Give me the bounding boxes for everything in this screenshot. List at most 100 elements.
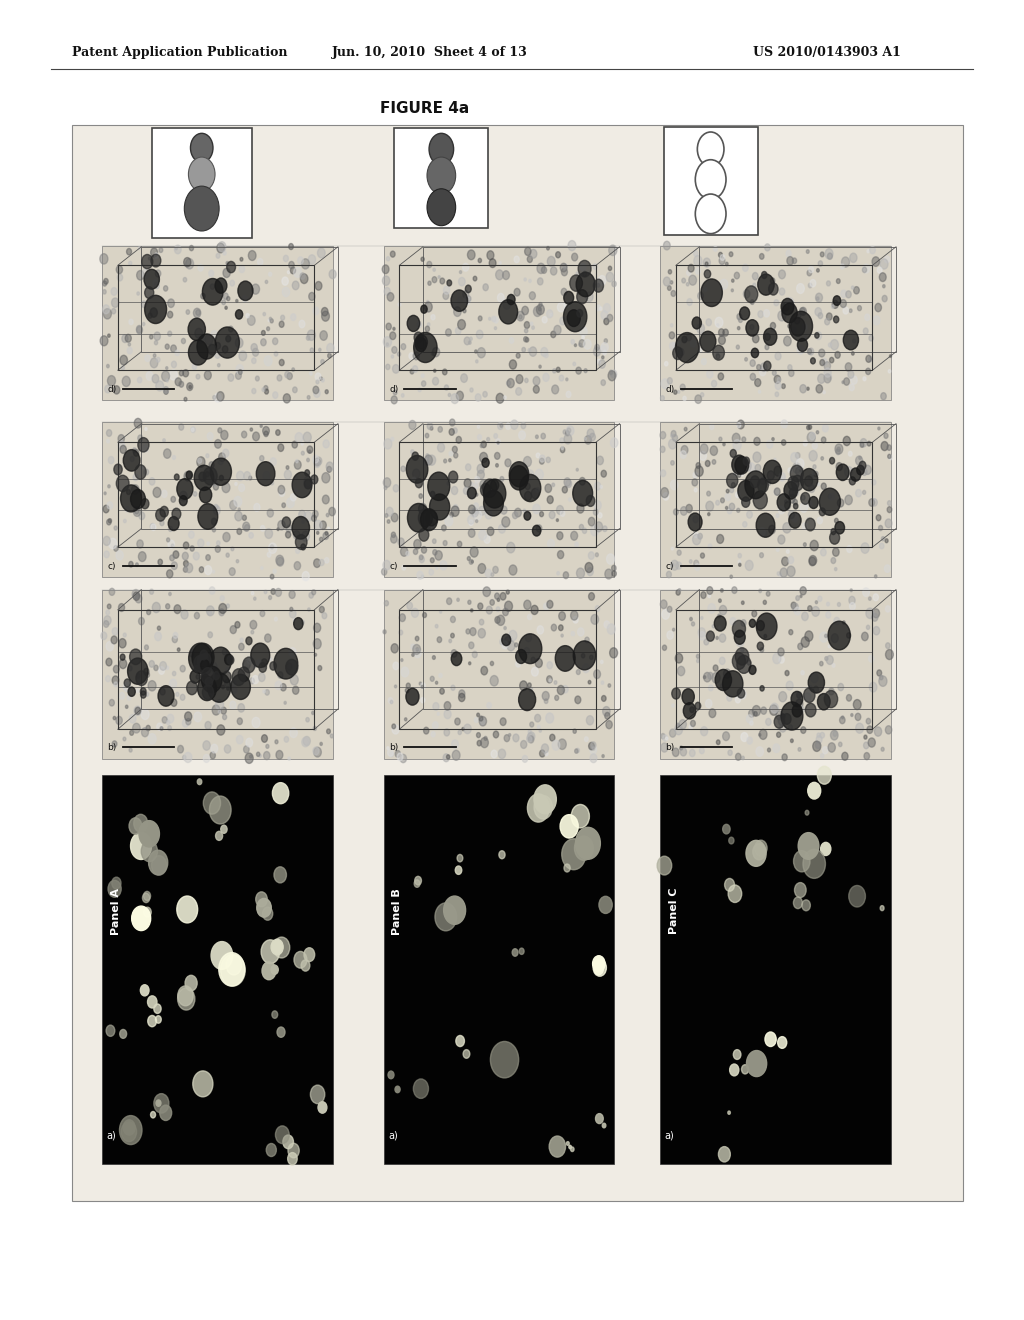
Circle shape <box>171 496 175 502</box>
Circle shape <box>530 249 537 259</box>
Text: Panel C: Panel C <box>669 888 679 935</box>
Circle shape <box>464 296 470 305</box>
Circle shape <box>108 484 111 488</box>
Circle shape <box>842 715 844 719</box>
Circle shape <box>275 589 282 597</box>
Circle shape <box>476 733 480 738</box>
Circle shape <box>164 389 168 395</box>
Circle shape <box>454 504 458 511</box>
Circle shape <box>667 572 672 578</box>
Circle shape <box>607 624 615 635</box>
Circle shape <box>751 477 760 487</box>
Circle shape <box>683 702 696 719</box>
Circle shape <box>528 731 535 741</box>
Circle shape <box>708 672 713 680</box>
Circle shape <box>671 430 676 437</box>
Circle shape <box>787 364 792 370</box>
Circle shape <box>857 306 861 310</box>
Circle shape <box>237 528 242 535</box>
Circle shape <box>567 310 581 326</box>
Circle shape <box>431 731 435 737</box>
Circle shape <box>177 479 193 499</box>
Circle shape <box>516 388 521 395</box>
Circle shape <box>323 532 329 540</box>
Circle shape <box>251 591 254 595</box>
Circle shape <box>421 305 427 313</box>
Circle shape <box>464 725 471 734</box>
Circle shape <box>776 513 779 517</box>
Circle shape <box>129 319 133 325</box>
Circle shape <box>743 461 752 471</box>
Circle shape <box>208 611 212 615</box>
Circle shape <box>179 371 183 376</box>
Circle shape <box>848 371 854 379</box>
Circle shape <box>601 380 605 385</box>
Circle shape <box>873 498 876 502</box>
Circle shape <box>803 849 825 878</box>
Circle shape <box>545 484 552 492</box>
Circle shape <box>859 457 861 459</box>
Circle shape <box>567 428 570 433</box>
Circle shape <box>500 718 506 726</box>
Circle shape <box>506 424 511 429</box>
Circle shape <box>809 474 813 480</box>
Circle shape <box>136 326 142 333</box>
Circle shape <box>150 478 155 484</box>
Circle shape <box>198 779 202 784</box>
Circle shape <box>390 701 393 704</box>
Circle shape <box>741 619 746 626</box>
Circle shape <box>224 655 232 665</box>
Circle shape <box>809 685 812 690</box>
Circle shape <box>788 512 801 528</box>
Circle shape <box>555 696 559 701</box>
Circle shape <box>828 343 831 347</box>
Circle shape <box>172 672 176 676</box>
Circle shape <box>470 609 473 612</box>
Circle shape <box>767 441 773 449</box>
Circle shape <box>499 261 501 264</box>
Circle shape <box>885 565 890 573</box>
Circle shape <box>141 841 158 862</box>
Circle shape <box>223 251 226 255</box>
Circle shape <box>214 504 218 510</box>
Circle shape <box>141 301 146 308</box>
Bar <box>660 775 891 1164</box>
Circle shape <box>261 330 265 335</box>
Circle shape <box>406 688 409 693</box>
Circle shape <box>871 479 876 484</box>
Circle shape <box>227 656 233 664</box>
Circle shape <box>292 516 309 539</box>
Circle shape <box>845 363 852 371</box>
Circle shape <box>273 569 276 573</box>
Circle shape <box>393 663 399 669</box>
Circle shape <box>188 643 212 673</box>
Circle shape <box>780 568 787 577</box>
Circle shape <box>509 462 528 487</box>
Circle shape <box>699 451 707 461</box>
Circle shape <box>443 292 449 300</box>
Circle shape <box>731 483 735 487</box>
Circle shape <box>828 645 830 648</box>
Circle shape <box>824 690 838 708</box>
Circle shape <box>384 486 387 490</box>
Circle shape <box>425 326 429 331</box>
Circle shape <box>545 698 548 704</box>
Circle shape <box>822 359 827 366</box>
Circle shape <box>170 370 177 380</box>
Circle shape <box>270 661 276 671</box>
Circle shape <box>289 648 296 657</box>
Circle shape <box>754 437 760 445</box>
Circle shape <box>329 269 336 279</box>
Circle shape <box>873 594 879 601</box>
Circle shape <box>778 271 785 279</box>
Circle shape <box>274 351 278 356</box>
Circle shape <box>124 682 131 692</box>
Circle shape <box>824 368 831 378</box>
Circle shape <box>197 457 205 467</box>
Circle shape <box>585 562 593 573</box>
Bar <box>423 247 620 351</box>
Circle shape <box>284 393 291 403</box>
Circle shape <box>740 648 743 651</box>
Circle shape <box>577 272 595 297</box>
Circle shape <box>144 286 154 298</box>
